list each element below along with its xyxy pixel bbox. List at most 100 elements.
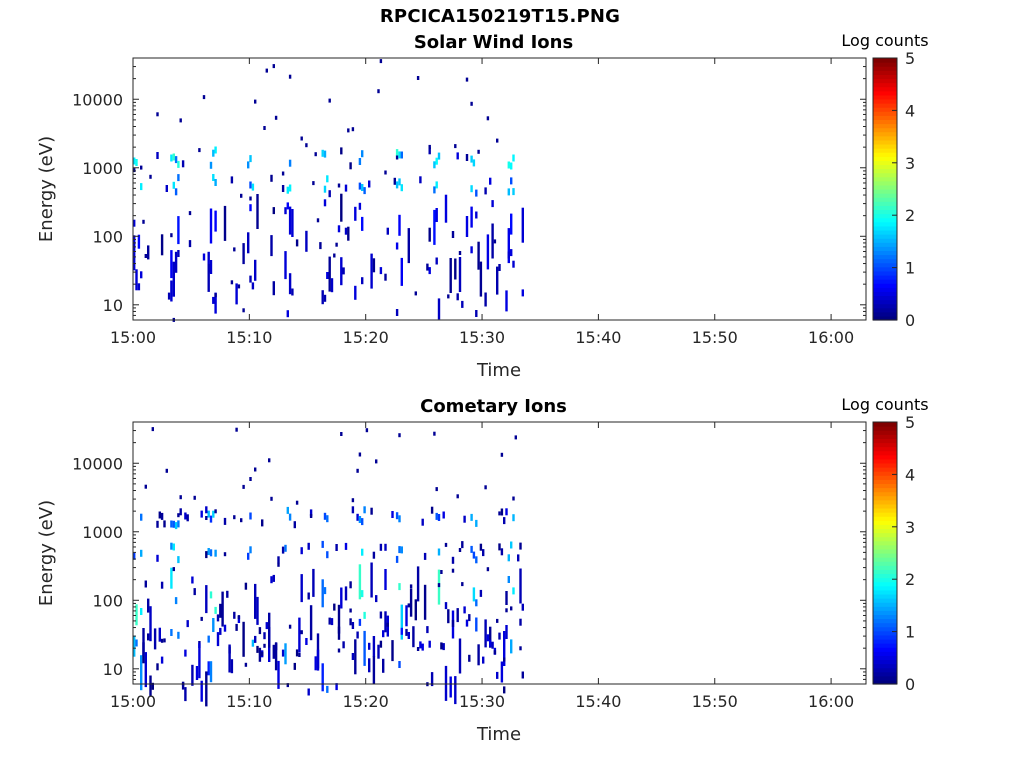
heatmap-cell <box>216 614 220 622</box>
heatmap-cell <box>272 207 275 215</box>
heatmap-cell <box>400 184 403 192</box>
heatmap-cell <box>165 468 168 473</box>
heatmap-cell <box>140 549 143 557</box>
heatmap-cell <box>484 485 487 490</box>
heatmap-cell <box>470 545 473 553</box>
heatmap-cell <box>281 185 285 192</box>
heatmap-cell <box>437 298 441 320</box>
heatmap-cell <box>435 512 438 520</box>
colorbar-swatch <box>873 246 897 251</box>
heatmap-cell <box>235 427 238 432</box>
heatmap-cell <box>170 542 173 550</box>
colorbar-swatch <box>873 156 897 161</box>
heatmap-cell <box>470 206 473 228</box>
heatmap-cell <box>340 257 343 286</box>
heatmap-cell <box>510 541 513 549</box>
colorbar-swatch <box>873 626 897 632</box>
heatmap-cell <box>240 193 243 198</box>
colorbar-swatch <box>873 430 897 435</box>
heatmap-cell <box>316 649 320 671</box>
heatmap-cell <box>512 154 515 162</box>
heatmap-cell <box>475 519 478 527</box>
heatmap-cell <box>465 77 469 82</box>
heatmap-cell <box>510 606 513 611</box>
x-tick-label: 15:40 <box>575 328 621 347</box>
colorbar-swatch <box>873 234 897 239</box>
colorbar-swatch <box>873 446 897 452</box>
heatmap-cell <box>228 644 231 673</box>
heatmap-cell <box>400 151 403 159</box>
heatmap-cell <box>414 291 417 296</box>
heatmap-cell <box>205 585 208 614</box>
figure-title: RPCICA150219T15.PNG <box>379 6 621 27</box>
colorbar-swatch <box>873 258 897 264</box>
heatmap-cell <box>479 261 483 297</box>
heatmap-cell <box>249 477 252 481</box>
heatmap-cell <box>465 216 469 237</box>
heatmap-cell <box>414 599 417 621</box>
heatmap-cell <box>170 154 173 162</box>
heatmap-cell <box>258 647 262 662</box>
heatmap-cell <box>147 598 150 613</box>
colorbar-swatch <box>873 176 897 182</box>
heatmap-cell <box>505 290 508 312</box>
colorbar-swatch <box>873 250 897 256</box>
heatmap-cell <box>447 294 450 299</box>
heatmap-cell <box>421 518 424 526</box>
heatmap-cell <box>384 170 387 175</box>
heatmap-cell <box>277 660 280 689</box>
colorbar-swatch <box>873 659 897 665</box>
heatmap-cell <box>337 648 341 653</box>
heatmap-cell <box>349 581 352 589</box>
colorbar-swatch <box>873 229 897 235</box>
plot-frame <box>132 57 867 321</box>
heatmap-cell <box>475 617 478 632</box>
heatmap-cell <box>286 310 289 318</box>
heatmap-cell <box>395 309 399 316</box>
heatmap-cell <box>461 582 464 587</box>
heatmap-cell <box>458 257 462 292</box>
colorbar-swatch <box>873 287 897 292</box>
heatmap-cell <box>361 518 364 526</box>
heatmap-cell <box>144 254 147 258</box>
colorbar-swatch <box>873 160 897 166</box>
heatmap-cell <box>342 641 345 649</box>
heatmap-cell <box>503 517 506 525</box>
heatmap-cell <box>135 604 138 626</box>
colorbar-swatch <box>873 152 897 157</box>
heatmap-cell <box>256 645 259 653</box>
colorbar-swatch <box>873 98 897 104</box>
heatmap-cell <box>237 615 241 620</box>
colorbar-tick-label: 1 <box>905 623 915 642</box>
heatmap-cell <box>335 544 338 551</box>
colorbar-swatch <box>873 573 897 579</box>
heatmap-cell <box>498 543 501 551</box>
y-axis-label: Energy (eV) <box>36 500 57 606</box>
heatmap-cell <box>254 99 257 104</box>
colorbar-swatch <box>873 184 897 190</box>
heatmap-cell <box>379 640 383 648</box>
colorbar-swatch <box>873 307 897 313</box>
colorbar-label: Log counts <box>841 395 928 414</box>
heatmap-cell <box>323 587 327 595</box>
colorbar-swatch <box>873 643 897 648</box>
colorbar-swatch <box>873 503 897 509</box>
colorbar-swatch <box>873 475 897 480</box>
colorbar-swatch <box>873 479 897 484</box>
heatmap-cell <box>291 209 294 237</box>
heatmap-cell <box>193 495 196 500</box>
heatmap-cell <box>286 683 289 688</box>
heatmap-cell <box>140 183 143 191</box>
heatmap-cell <box>510 639 513 654</box>
colorbar-swatch <box>873 295 897 301</box>
heatmap-cell <box>405 605 408 627</box>
colorbar-swatch <box>873 614 897 620</box>
heatmap-cell <box>386 227 389 235</box>
heatmap-cell <box>491 200 494 208</box>
heatmap-cell <box>428 640 431 648</box>
heatmap-cell <box>254 635 257 643</box>
heatmap-cell <box>363 187 366 195</box>
heatmap-cell <box>314 152 317 157</box>
heatmap-cell <box>426 263 429 271</box>
